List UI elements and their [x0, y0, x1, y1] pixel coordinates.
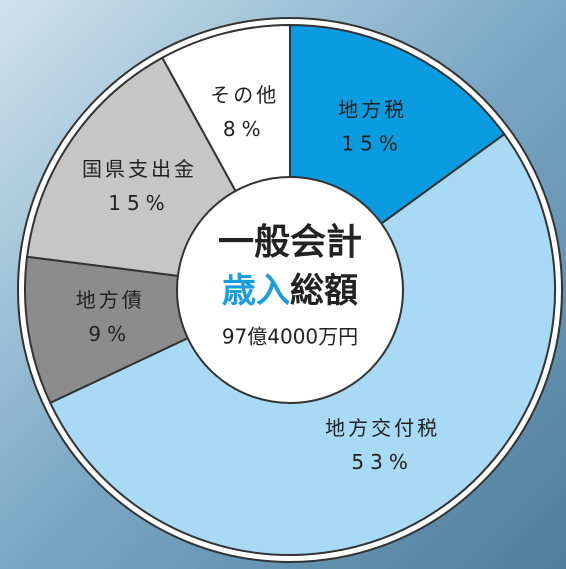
category-label: 国県支出金: [82, 157, 197, 181]
value-label: 53%: [351, 450, 413, 474]
center-title: 一般会計: [218, 222, 362, 263]
center-total: 97億4000万円: [222, 325, 358, 349]
value-label: 15%: [108, 191, 170, 215]
center-highlight: 歳入: [222, 271, 290, 311]
category-label: その他: [210, 83, 279, 107]
category-label: 地方交付税: [325, 416, 440, 440]
category-label: 地方債: [76, 288, 145, 312]
value-label: 9%: [88, 322, 132, 346]
category-label: 地方税: [338, 97, 407, 121]
value-label: 15%: [341, 131, 403, 155]
center-circle: [176, 176, 404, 404]
center-subtitle: 歳入総額: [222, 271, 358, 311]
value-label: 8%: [223, 117, 267, 141]
center-subtitle-rest: 総額: [290, 271, 358, 311]
